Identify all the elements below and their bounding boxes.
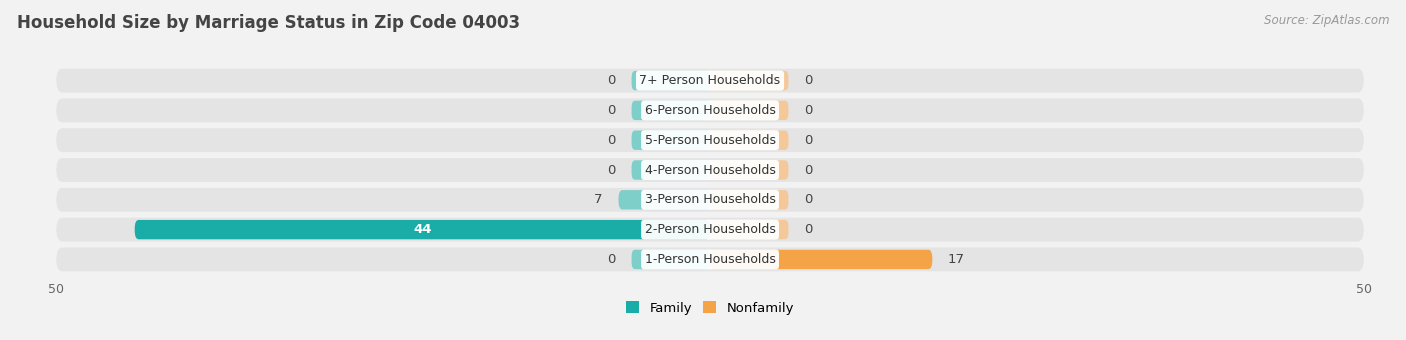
Text: 1-Person Households: 1-Person Households [644, 253, 776, 266]
Text: 17: 17 [948, 253, 965, 266]
Text: 6-Person Households: 6-Person Households [644, 104, 776, 117]
Text: 0: 0 [607, 104, 616, 117]
Text: 0: 0 [607, 164, 616, 176]
Legend: Family, Nonfamily: Family, Nonfamily [620, 296, 800, 320]
Text: 7+ Person Households: 7+ Person Households [640, 74, 780, 87]
FancyBboxPatch shape [56, 248, 1364, 271]
FancyBboxPatch shape [56, 188, 1364, 212]
FancyBboxPatch shape [710, 131, 789, 150]
Text: 0: 0 [804, 164, 813, 176]
Text: 0: 0 [607, 253, 616, 266]
Text: 0: 0 [804, 74, 813, 87]
Text: 0: 0 [804, 104, 813, 117]
FancyBboxPatch shape [631, 101, 710, 120]
Text: 4-Person Households: 4-Person Households [644, 164, 776, 176]
FancyBboxPatch shape [631, 71, 710, 90]
Text: 0: 0 [804, 223, 813, 236]
Text: 0: 0 [804, 134, 813, 147]
FancyBboxPatch shape [619, 190, 710, 209]
Text: 0: 0 [804, 193, 813, 206]
Text: Household Size by Marriage Status in Zip Code 04003: Household Size by Marriage Status in Zip… [17, 14, 520, 32]
Text: 0: 0 [607, 134, 616, 147]
FancyBboxPatch shape [56, 158, 1364, 182]
Text: 7: 7 [595, 193, 603, 206]
Text: 3-Person Households: 3-Person Households [644, 193, 776, 206]
FancyBboxPatch shape [710, 101, 789, 120]
FancyBboxPatch shape [710, 71, 789, 90]
FancyBboxPatch shape [710, 190, 789, 209]
Text: 2-Person Households: 2-Person Households [644, 223, 776, 236]
FancyBboxPatch shape [631, 131, 710, 150]
FancyBboxPatch shape [710, 220, 789, 239]
FancyBboxPatch shape [631, 250, 710, 269]
Text: 5-Person Households: 5-Person Households [644, 134, 776, 147]
FancyBboxPatch shape [710, 160, 789, 180]
FancyBboxPatch shape [135, 220, 710, 239]
FancyBboxPatch shape [56, 69, 1364, 92]
FancyBboxPatch shape [631, 160, 710, 180]
FancyBboxPatch shape [56, 128, 1364, 152]
FancyBboxPatch shape [710, 250, 932, 269]
Text: 44: 44 [413, 223, 432, 236]
FancyBboxPatch shape [56, 218, 1364, 241]
FancyBboxPatch shape [56, 99, 1364, 122]
Text: 0: 0 [607, 74, 616, 87]
Text: Source: ZipAtlas.com: Source: ZipAtlas.com [1264, 14, 1389, 27]
